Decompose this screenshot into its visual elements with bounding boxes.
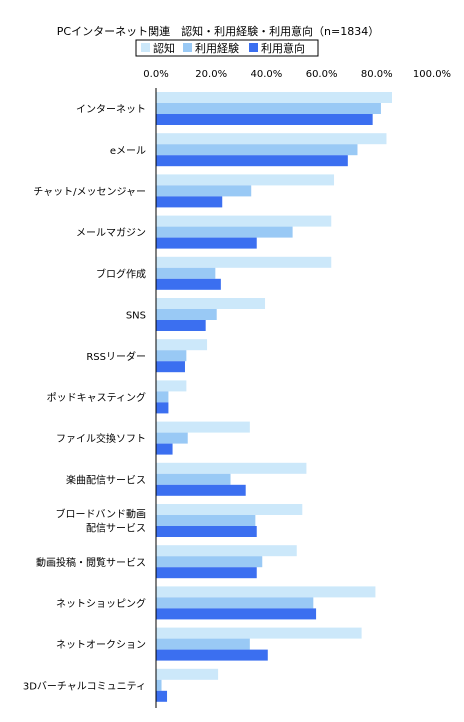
bar bbox=[156, 144, 358, 156]
category-label: eメール bbox=[110, 146, 146, 157]
bar bbox=[156, 586, 376, 598]
bar bbox=[156, 526, 257, 537]
bar bbox=[156, 103, 381, 114]
legend-swatch-1 bbox=[183, 43, 192, 52]
bar bbox=[156, 237, 257, 249]
bar bbox=[156, 443, 173, 455]
bar bbox=[156, 380, 187, 392]
bar bbox=[156, 473, 231, 485]
bar bbox=[156, 155, 348, 167]
bar bbox=[156, 627, 362, 639]
legend-swatch-2 bbox=[249, 43, 258, 52]
bar bbox=[156, 638, 250, 650]
bar bbox=[156, 339, 208, 351]
bar bbox=[156, 504, 303, 515]
bar bbox=[156, 462, 307, 474]
bar bbox=[156, 298, 266, 309]
x-tick-label: 80.0% bbox=[361, 69, 393, 80]
bar bbox=[156, 597, 314, 609]
category-label: ネットオークション bbox=[56, 639, 146, 651]
bar bbox=[156, 432, 188, 444]
category-label: 楽曲配信サービス bbox=[66, 473, 146, 486]
bar bbox=[156, 679, 162, 691]
category-label: ブログ作成 bbox=[96, 267, 146, 280]
category-label: ファイル交換ソフト bbox=[56, 432, 146, 445]
x-tick-label: 100.0% bbox=[413, 69, 451, 80]
x-tick-label: 20.0% bbox=[195, 69, 227, 80]
bar bbox=[156, 649, 268, 661]
bar bbox=[156, 690, 168, 702]
bar bbox=[156, 556, 263, 568]
x-tick-label: 40.0% bbox=[251, 69, 283, 80]
category-label: インターネット bbox=[76, 104, 146, 116]
legend-label-0: 認知 bbox=[153, 41, 175, 55]
bar bbox=[156, 215, 332, 227]
legend-label-1: 利用経験 bbox=[195, 41, 239, 55]
bar bbox=[156, 226, 293, 238]
bar bbox=[156, 567, 257, 579]
bar bbox=[156, 92, 392, 103]
category-label: 動画投稿・閲覧サービス bbox=[36, 556, 146, 569]
bar bbox=[156, 320, 206, 331]
bar bbox=[156, 391, 169, 403]
category-label: ポッドキャスティング bbox=[47, 391, 146, 404]
x-tick-labels: 0.0% 20.0% 40.0% 60.0% 80.0% 100.0% bbox=[143, 69, 451, 80]
bar bbox=[156, 402, 169, 414]
bar bbox=[156, 421, 250, 433]
bar bbox=[156, 185, 252, 197]
bar bbox=[156, 608, 317, 620]
bar bbox=[156, 361, 185, 373]
bar bbox=[156, 515, 256, 526]
bar bbox=[156, 174, 335, 186]
legend-swatch-0 bbox=[141, 43, 150, 52]
category-label: SNS bbox=[126, 311, 146, 322]
bar bbox=[156, 133, 387, 145]
x-tick-label: 0.0% bbox=[143, 69, 168, 80]
category-label: 配信サービス bbox=[86, 523, 146, 535]
category-label: RSSリーダー bbox=[86, 350, 146, 363]
bar bbox=[156, 114, 373, 125]
bar bbox=[156, 668, 219, 680]
bar bbox=[156, 309, 217, 320]
category-label: 3Dバーチャルコミュニティ bbox=[23, 680, 146, 692]
category-label: ブロードバンド動画 bbox=[56, 508, 147, 521]
bar bbox=[156, 256, 332, 268]
category-label: チャット/メッセンジャー bbox=[33, 186, 146, 198]
legend-label-2: 利用意向 bbox=[261, 41, 305, 55]
bar bbox=[156, 278, 221, 290]
category-label: メールマガジン bbox=[76, 227, 146, 239]
bar bbox=[156, 484, 246, 496]
bars bbox=[156, 92, 392, 702]
bar bbox=[156, 267, 216, 279]
legend: 認知 利用経験 利用意向 bbox=[135, 39, 319, 57]
legend-box bbox=[135, 39, 319, 57]
bar bbox=[156, 350, 187, 362]
bar bbox=[156, 196, 223, 208]
bar bbox=[156, 545, 297, 557]
category-label: ネットショッピング bbox=[56, 597, 146, 610]
x-tick-label: 60.0% bbox=[306, 69, 338, 80]
chart-title: PCインターネット関連 認知・利用経験・利用意向（n=1834） bbox=[57, 24, 380, 38]
